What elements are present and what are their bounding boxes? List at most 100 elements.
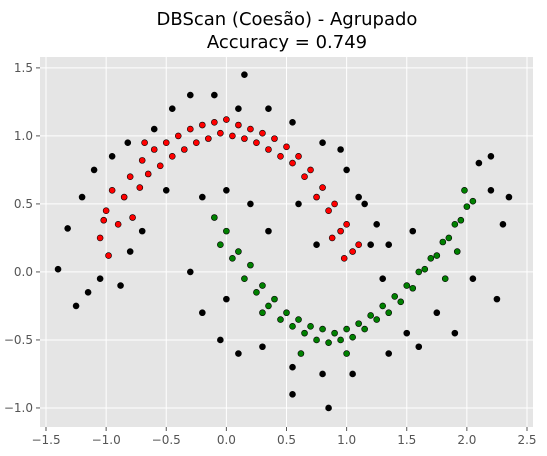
data-point — [433, 252, 441, 259]
data-point — [265, 146, 272, 153]
data-point — [343, 350, 350, 357]
data-point — [499, 221, 507, 228]
data-point — [325, 207, 332, 215]
data-point — [297, 350, 305, 357]
y-tick-label: 0.5 — [14, 197, 33, 211]
data-point — [385, 309, 393, 317]
data-point — [295, 200, 302, 208]
data-point — [235, 350, 242, 357]
data-point — [355, 320, 362, 327]
data-point — [78, 193, 86, 201]
data-point — [100, 216, 108, 224]
data-point — [397, 298, 405, 306]
data-point — [403, 282, 411, 289]
data-point — [217, 129, 224, 137]
data-point — [259, 129, 266, 137]
data-point — [168, 105, 176, 112]
data-point — [361, 200, 368, 208]
x-tick-label: −1.5 — [31, 433, 60, 447]
data-point — [313, 241, 320, 249]
data-point — [487, 153, 495, 160]
x-tick-label: 0.5 — [277, 433, 296, 447]
data-point — [259, 309, 266, 317]
data-point — [385, 241, 393, 249]
data-point — [156, 162, 164, 170]
data-point — [283, 309, 290, 317]
data-point — [117, 282, 124, 289]
data-point — [337, 146, 344, 153]
data-point — [265, 105, 272, 112]
data-point — [331, 329, 338, 337]
data-point — [427, 255, 435, 262]
y-axis: −1.0 −0.5 0.0 0.5 1.0 1.5 — [4, 61, 40, 415]
data-point — [453, 248, 461, 255]
data-point — [331, 200, 338, 208]
data-point — [295, 153, 302, 160]
data-point — [265, 227, 272, 235]
data-point — [319, 325, 326, 333]
data-point — [445, 234, 453, 242]
data-point — [223, 187, 230, 194]
data-point — [340, 255, 348, 262]
data-point — [463, 203, 471, 210]
chart-subtitle: Accuracy = 0.749 — [207, 32, 367, 53]
data-point — [301, 329, 308, 337]
data-point — [355, 193, 362, 201]
data-point — [355, 241, 362, 249]
data-point — [433, 309, 441, 317]
data-point — [361, 325, 368, 333]
data-point — [136, 184, 144, 191]
data-point — [241, 275, 248, 283]
data-point — [126, 248, 134, 255]
data-point — [253, 289, 260, 296]
data-point — [451, 221, 459, 228]
data-point — [415, 343, 423, 351]
data-point — [319, 184, 326, 191]
data-point — [403, 329, 411, 337]
data-point — [187, 125, 194, 133]
data-point — [319, 370, 326, 378]
data-point — [150, 146, 158, 153]
data-point — [259, 282, 266, 289]
data-point — [90, 166, 98, 174]
data-point — [162, 139, 170, 146]
data-point — [102, 207, 110, 215]
x-axis: −1.5 −1.0 −0.5 0.0 0.5 1.0 1.5 2.0 2.5 — [31, 427, 537, 447]
x-tick-label: −1.0 — [92, 433, 121, 447]
data-point — [168, 153, 176, 160]
data-point — [313, 336, 320, 344]
x-tick-label: 1.0 — [337, 433, 356, 447]
data-point — [144, 170, 152, 178]
data-point — [114, 221, 122, 228]
data-point — [265, 302, 272, 310]
x-tick-label: 1.5 — [397, 433, 416, 447]
y-tick-label: 1.0 — [14, 129, 33, 143]
data-point — [247, 261, 254, 269]
data-point — [247, 125, 254, 133]
data-point — [391, 293, 399, 300]
data-point — [441, 275, 449, 283]
data-point — [217, 336, 224, 344]
data-point — [337, 227, 344, 235]
data-point — [415, 268, 423, 276]
data-point — [124, 139, 132, 146]
data-point — [235, 105, 242, 112]
data-point — [307, 323, 314, 330]
x-tick-label: 2.5 — [517, 433, 536, 447]
data-point — [247, 200, 254, 208]
data-point — [439, 238, 447, 246]
data-point — [187, 268, 194, 276]
data-point — [367, 241, 374, 249]
y-tick-label: 0.0 — [14, 265, 33, 279]
data-point — [96, 234, 104, 242]
y-tick-label: 1.5 — [14, 61, 33, 75]
data-point — [343, 325, 350, 333]
data-point — [289, 118, 296, 126]
data-point — [421, 265, 429, 273]
data-point — [108, 187, 116, 194]
data-point — [150, 125, 158, 133]
data-point — [493, 295, 501, 303]
data-point — [277, 316, 284, 323]
data-point — [457, 216, 465, 224]
